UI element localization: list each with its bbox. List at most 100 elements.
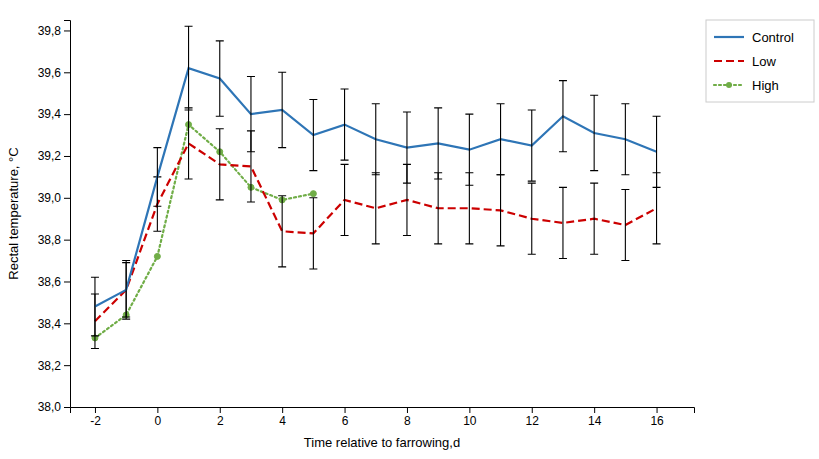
error-bar	[434, 173, 442, 244]
x-tick: 4	[279, 407, 286, 428]
error-bar	[559, 187, 567, 258]
error-bar	[247, 76, 255, 151]
x-tick: 2	[217, 407, 224, 428]
x-tick: 0	[155, 407, 162, 428]
x-tick: 6	[342, 407, 349, 428]
y-tick-label: 38,2	[38, 359, 62, 373]
error-bar	[216, 129, 224, 200]
y-tick-mark	[64, 198, 70, 199]
legend-swatch	[714, 36, 744, 38]
error-bar	[341, 164, 349, 235]
y-tick-label: 39,0	[38, 191, 62, 205]
error-bar	[528, 110, 536, 181]
error-bar	[278, 196, 286, 267]
error-bar	[590, 183, 598, 254]
y-tick-label: 38,6	[38, 275, 62, 289]
error-bar	[91, 277, 99, 336]
y-tick-label: 39,2	[38, 149, 62, 163]
x-tick-label: 8	[404, 414, 411, 428]
error-bar	[309, 99, 317, 170]
y-tick: 39,2	[38, 149, 70, 163]
x-tick-mark	[532, 407, 533, 413]
error-bar	[185, 26, 193, 110]
x-tick: 14	[588, 407, 602, 428]
x-tick-mark	[157, 407, 158, 413]
y-tick: 39,4	[38, 107, 70, 121]
legend-marker	[726, 82, 732, 88]
error-bar	[497, 104, 505, 175]
y-tick-label: 39,8	[38, 24, 62, 38]
y-tick-mark	[64, 114, 70, 115]
y-tick-mark	[64, 30, 70, 31]
x-tick-mark	[657, 407, 658, 413]
y-tick-mark	[64, 407, 70, 408]
x-tick-label: 6	[342, 414, 349, 428]
y-tick: 39,6	[38, 66, 70, 80]
y-tick-label: 39,6	[38, 66, 62, 80]
error-bar	[497, 175, 505, 246]
x-tick: -2	[90, 407, 101, 428]
series-line	[95, 68, 657, 306]
y-tick-mark	[64, 323, 70, 324]
x-tick-label: 12	[526, 414, 540, 428]
error-bar	[122, 261, 130, 320]
series-line	[95, 125, 313, 338]
x-axis: -2 0 2 4 6 8 10 12 14 16	[71, 407, 695, 428]
error-bar	[216, 41, 224, 116]
error-bar	[185, 108, 193, 179]
error-bar	[653, 116, 661, 187]
y-tick-mark	[64, 365, 70, 366]
y-tick-label: 38,4	[38, 317, 62, 331]
error-bar	[341, 89, 349, 160]
error-bar	[153, 148, 161, 207]
x-tick-mark	[220, 407, 221, 413]
y-axis: 38,0 38,2 38,4 38,6 38,8 39,0 39,2 39,4 39,6 39,8	[38, 21, 71, 415]
legend-label: High	[752, 78, 779, 93]
x-tick-label: 14	[588, 414, 602, 428]
chart: -2024681012141638,038,238,438,638,839,03…	[0, 0, 819, 459]
x-tick-mark	[345, 407, 346, 413]
x-tick: 12	[526, 407, 540, 428]
x-tick: 16	[650, 407, 664, 428]
error-bar	[465, 114, 473, 185]
x-axis-line	[71, 408, 695, 414]
x-tick-mark	[95, 407, 96, 413]
y-tick: 38,8	[38, 233, 70, 247]
y-tick-label: 38,8	[38, 233, 62, 247]
x-tick-mark	[469, 407, 470, 413]
x-tick: 10	[463, 407, 477, 428]
error-bar	[403, 112, 411, 183]
y-tick-label: 38,0	[38, 400, 62, 414]
legend: ControlLowHigh	[706, 20, 814, 102]
y-axis-line	[64, 21, 71, 408]
error-bar	[278, 72, 286, 147]
error-bar	[590, 95, 598, 170]
x-tick-mark	[407, 407, 408, 413]
y-tick-mark	[64, 156, 70, 157]
x-axis-title: Time relative to farrowing,d	[304, 435, 460, 450]
x-tick-mark	[594, 407, 595, 413]
x-tick-label: 0	[155, 414, 162, 428]
x-tick-label: -2	[90, 414, 101, 428]
x-tick-label: 2	[217, 414, 224, 428]
y-tick: 39,8	[38, 24, 70, 38]
x-tick-mark	[282, 407, 283, 413]
series	[91, 26, 661, 336]
y-tick: 39,0	[38, 191, 70, 205]
error-bar	[434, 108, 442, 179]
y-tick: 38,0	[38, 400, 70, 414]
marks	[91, 26, 661, 348]
error-bar	[621, 189, 629, 260]
y-axis-title: Rectal temperature, °C	[6, 147, 21, 279]
legend-label: Control	[752, 30, 794, 45]
legend-swatch	[714, 60, 744, 62]
error-bar	[528, 183, 536, 254]
y-tick: 38,2	[38, 359, 70, 373]
error-bar	[372, 173, 380, 244]
x-tick-label: 16	[650, 414, 664, 428]
error-bar	[559, 81, 567, 152]
legend-box	[706, 20, 814, 102]
y-tick-mark	[64, 281, 70, 282]
y-tick-mark	[64, 240, 70, 241]
y-tick-mark	[64, 72, 70, 73]
